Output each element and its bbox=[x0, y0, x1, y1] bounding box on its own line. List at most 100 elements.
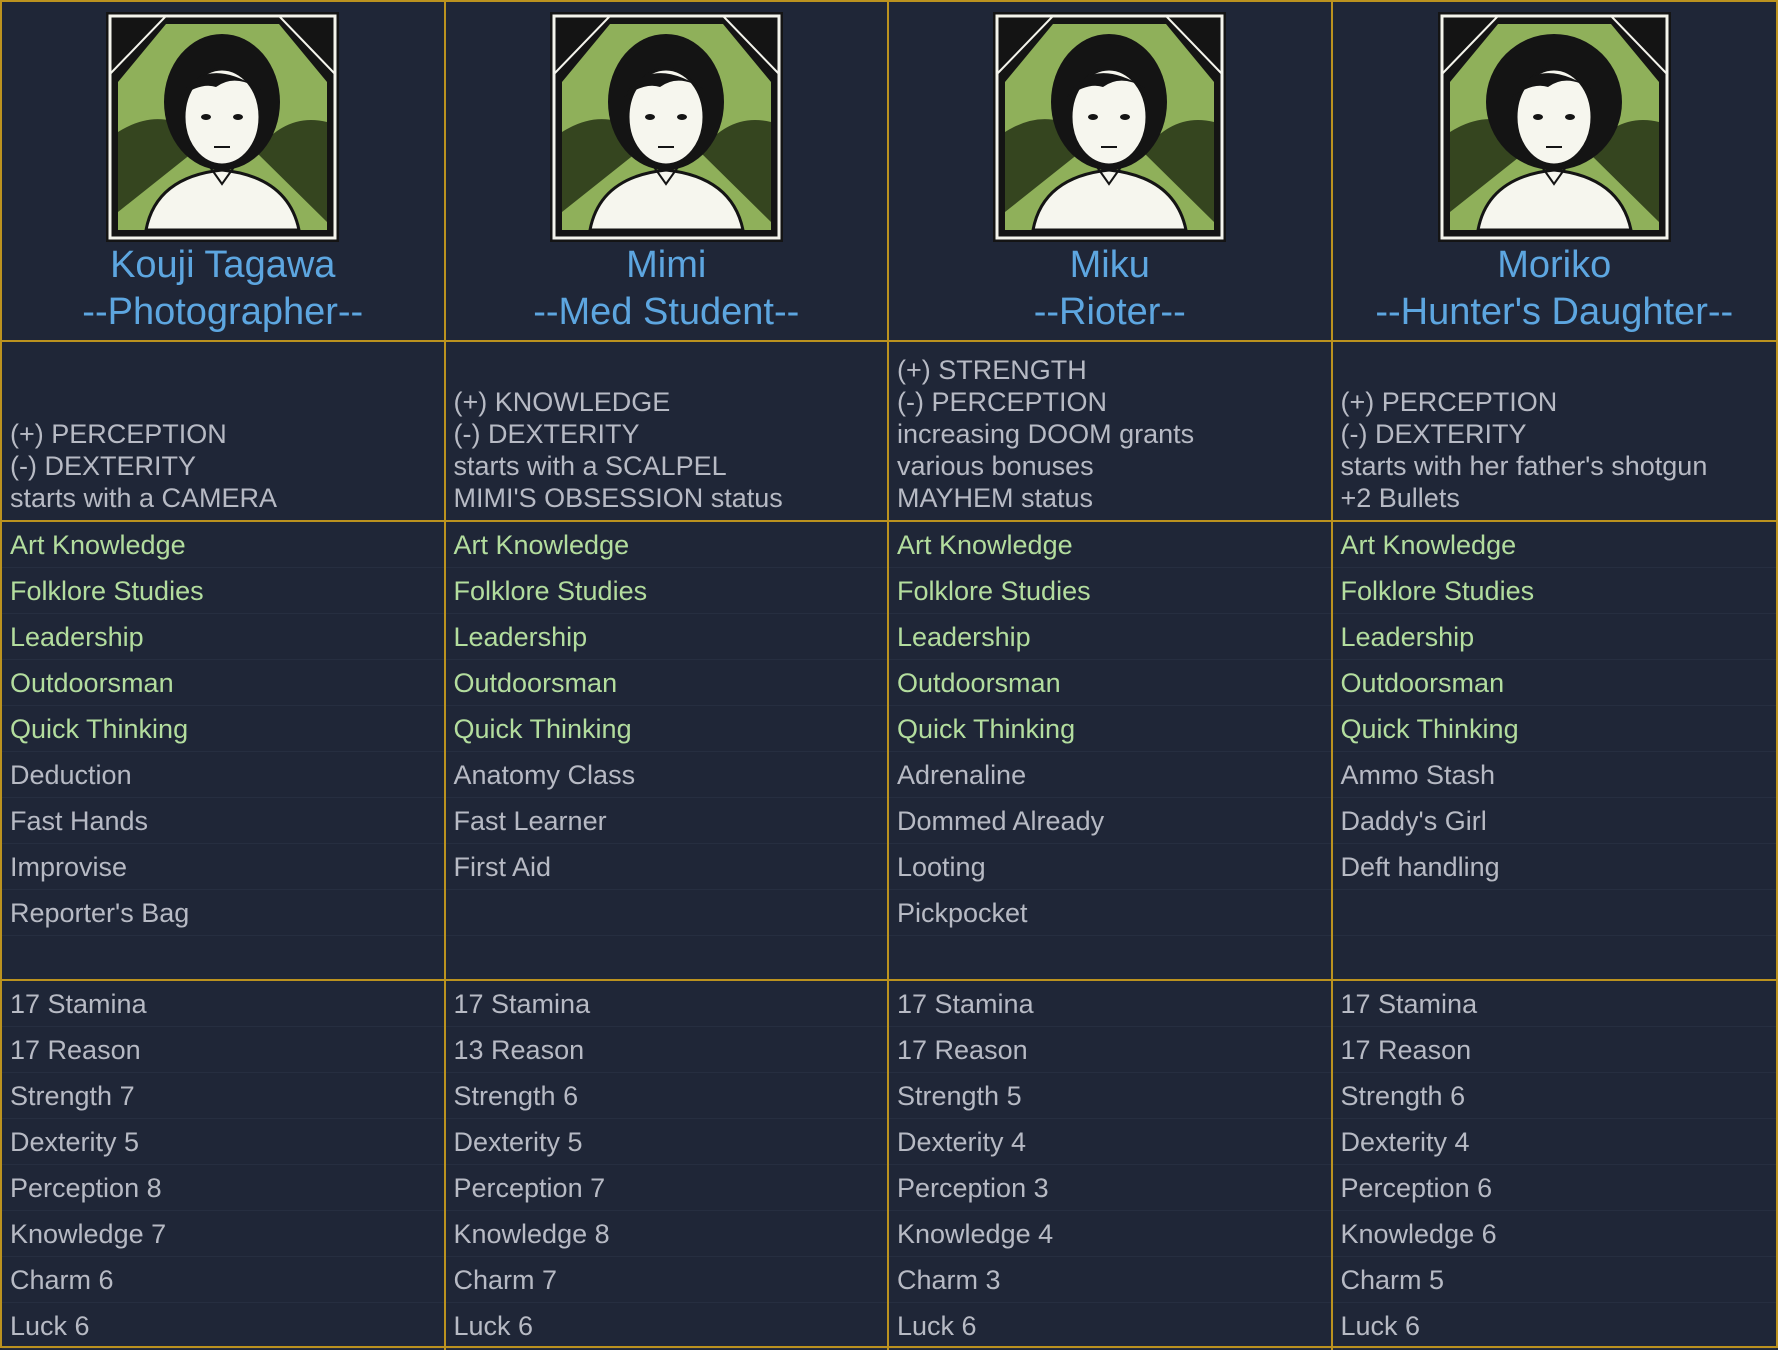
stat-row: Luck 6 bbox=[445, 1303, 887, 1349]
stat-row: Charm 7 bbox=[445, 1257, 887, 1303]
stat-row: Perception 7 bbox=[445, 1165, 887, 1211]
unique-skill: Looting bbox=[889, 844, 1331, 890]
character-stats: 17 Stamina 17 Reason Strength 6 Dexterity 4… bbox=[1332, 981, 1776, 1350]
stat-row: 17 Reason bbox=[2, 1027, 444, 1073]
empty-row bbox=[2, 936, 444, 979]
character-stats: 17 Stamina 13 Reason Strength 6 Dexterity 5… bbox=[445, 981, 889, 1350]
stat-row: Luck 6 bbox=[2, 1303, 444, 1349]
unique-skill: Deduction bbox=[2, 752, 444, 798]
character-role: --Rioter-- bbox=[1033, 291, 1186, 333]
unique-skill: Dommed Already bbox=[889, 798, 1331, 844]
empty-row bbox=[1333, 936, 1777, 979]
trait-line: starts with her father's shotgun bbox=[1340, 451, 1708, 481]
stat-row: Strength 6 bbox=[1332, 1073, 1776, 1119]
character-traits: (+) STRENGTH (-) PERCEPTION increasing DOO… bbox=[889, 342, 1333, 522]
shared-skill: Leadership bbox=[1332, 614, 1776, 660]
unique-skill: Fast Learner bbox=[445, 798, 887, 844]
character-skills: Art Knowledge Folklore Studies Leadership O… bbox=[1332, 522, 1777, 981]
shared-skill: Art Knowledge bbox=[889, 522, 1331, 568]
kouji-portrait bbox=[2, 12, 444, 242]
trait-line: (-) DEXTERITY bbox=[10, 451, 196, 481]
character-skills: Art Knowledge Folklore Studies Leadership O… bbox=[2, 522, 446, 981]
stat-row: Dexterity 5 bbox=[445, 1119, 887, 1165]
shared-skill: Quick Thinking bbox=[889, 706, 1331, 752]
character-skills: Art Knowledge Folklore Studies Leadership O… bbox=[445, 522, 889, 981]
trait-line: (+) STRENGTH bbox=[897, 355, 1087, 385]
unique-skill: Daddy's Girl bbox=[1332, 798, 1776, 844]
empty-row bbox=[445, 890, 887, 936]
unique-skill: Fast Hands bbox=[2, 798, 444, 844]
empty-row bbox=[446, 936, 888, 979]
stat-row: Knowledge 6 bbox=[1332, 1211, 1776, 1257]
stat-row: Strength 5 bbox=[889, 1073, 1331, 1119]
trait-line: starts with a CAMERA bbox=[10, 483, 278, 513]
shared-skill: Outdoorsman bbox=[2, 660, 444, 706]
unique-skill: Pickpocket bbox=[889, 890, 1331, 936]
trait-line: (-) DEXTERITY bbox=[453, 419, 640, 449]
stat-row: Charm 3 bbox=[889, 1257, 1331, 1303]
trait-line: increasing DOOM grants bbox=[897, 419, 1195, 449]
stat-row: 17 Stamina bbox=[1332, 981, 1776, 1027]
stat-row: Strength 6 bbox=[445, 1073, 887, 1119]
trait-line: starts with a SCALPEL bbox=[453, 451, 727, 481]
trait-line: +2 Bullets bbox=[1340, 483, 1460, 513]
stat-row: Perception 6 bbox=[1332, 1165, 1776, 1211]
character-header: Kouji Tagawa --Photographer-- bbox=[2, 2, 446, 342]
character-traits: (+) KNOWLEDGE (-) DEXTERITY starts with a … bbox=[445, 342, 889, 522]
stat-row: 17 Stamina bbox=[2, 981, 444, 1027]
stat-row: 17 Stamina bbox=[889, 981, 1331, 1027]
stat-row: Perception 3 bbox=[889, 1165, 1331, 1211]
stat-row: Charm 5 bbox=[1332, 1257, 1776, 1303]
unique-skill: Reporter's Bag bbox=[2, 890, 444, 936]
mimi-portrait bbox=[446, 12, 888, 242]
trait-line: (-) DEXTERITY bbox=[1340, 419, 1527, 449]
character-role: --Med Student-- bbox=[533, 291, 800, 333]
trait-line: (+) KNOWLEDGE bbox=[453, 387, 671, 417]
stat-row: 17 Stamina bbox=[445, 981, 887, 1027]
shared-skill: Quick Thinking bbox=[1332, 706, 1776, 752]
stat-row: Perception 8 bbox=[2, 1165, 444, 1211]
unique-skill: Deft handling bbox=[1332, 844, 1776, 890]
shared-skill: Leadership bbox=[2, 614, 444, 660]
empty-row bbox=[889, 936, 1331, 979]
unique-skill: Adrenaline bbox=[889, 752, 1331, 798]
character-name: Mimi bbox=[626, 244, 707, 286]
character-stats: 17 Stamina 17 Reason Strength 7 Dexterity 5… bbox=[2, 981, 446, 1350]
trait-line: (+) PERCEPTION bbox=[1340, 387, 1558, 417]
traits-list: (+) KNOWLEDGE (-) DEXTERITY starts with a … bbox=[454, 386, 880, 514]
shared-skill: Art Knowledge bbox=[2, 522, 444, 568]
character-name: Moriko bbox=[1497, 244, 1612, 286]
trait-line: MIMI'S OBSESSION status bbox=[453, 483, 783, 513]
unique-skill: Ammo Stash bbox=[1332, 752, 1776, 798]
trait-line: MAYHEM status bbox=[897, 483, 1094, 513]
stat-row: 17 Reason bbox=[1332, 1027, 1776, 1073]
stat-row: Luck 6 bbox=[889, 1303, 1331, 1349]
character-traits: (+) PERCEPTION (-) DEXTERITY starts with h… bbox=[1332, 342, 1776, 522]
trait-line: various bonuses bbox=[897, 451, 1094, 481]
shared-skill: Quick Thinking bbox=[2, 706, 444, 752]
stat-row: Charm 6 bbox=[2, 1257, 444, 1303]
shared-skill: Folklore Studies bbox=[445, 568, 887, 614]
character-header: Moriko --Hunter's Daughter-- bbox=[1332, 2, 1777, 342]
miku-portrait bbox=[889, 12, 1331, 242]
character-traits: (+) PERCEPTION (-) DEXTERITY starts with a… bbox=[2, 342, 446, 522]
shared-skill: Art Knowledge bbox=[445, 522, 887, 568]
unique-skill: Improvise bbox=[2, 844, 444, 890]
character-role: --Hunter's Daughter-- bbox=[1375, 291, 1734, 333]
character-stats: 17 Stamina 17 Reason Strength 5 Dexterity 4… bbox=[889, 981, 1333, 1350]
character-skills: Art Knowledge Folklore Studies Leadership O… bbox=[889, 522, 1333, 981]
stat-row: Knowledge 8 bbox=[445, 1211, 887, 1257]
unique-skill: First Aid bbox=[445, 844, 887, 890]
moriko-portrait bbox=[1333, 12, 1777, 242]
traits-list: (+) STRENGTH (-) PERCEPTION increasing DOO… bbox=[897, 354, 1323, 514]
shared-skill: Art Knowledge bbox=[1332, 522, 1776, 568]
shared-skill: Outdoorsman bbox=[445, 660, 887, 706]
shared-skill: Quick Thinking bbox=[445, 706, 887, 752]
shared-skill: Folklore Studies bbox=[2, 568, 444, 614]
stat-row: Luck 6 bbox=[1332, 1303, 1776, 1349]
character-name: Miku bbox=[1069, 244, 1150, 286]
stat-row: 17 Reason bbox=[889, 1027, 1331, 1073]
character-name: Kouji Tagawa bbox=[110, 244, 336, 286]
trait-line: (+) PERCEPTION bbox=[10, 419, 227, 449]
